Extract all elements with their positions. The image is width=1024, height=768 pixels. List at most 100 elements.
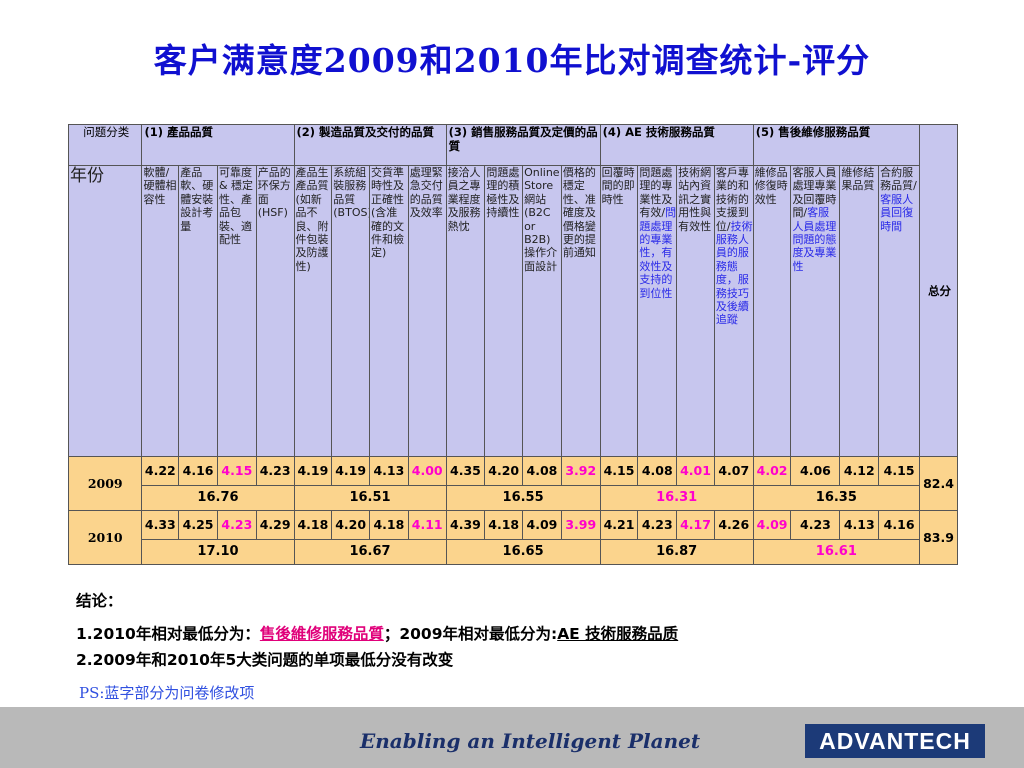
item-header-cell: 产品的环保方面(HSF) <box>255 165 295 457</box>
conclusion-heading: 结论： <box>76 592 123 610</box>
item-header-text: 客戶專業的和技術的支援到位/ <box>715 166 749 233</box>
score-cell: 4.23 <box>637 510 678 540</box>
item-header-cell: 問題處理的專業性及有效/問題處理的專業性，有效性及支持的到位性 <box>637 165 678 457</box>
item-header-cell: 問題處理的積極性及持續性 <box>484 165 524 457</box>
score-cell: 4.08 <box>522 456 562 486</box>
item-header-text: 產品軟、硬體安裝設計考量 <box>180 166 214 233</box>
year-column-header: 年份 <box>67 165 143 457</box>
category-after-sales-repair: (5) 售後維修服務品質 <box>752 124 921 166</box>
score-cell: 4.09 <box>522 510 562 540</box>
score-cell: 4.22 <box>141 456 180 486</box>
category-subtotal-cell: 16.67 <box>293 539 447 565</box>
item-header-cell: 合約服務品質/客服人員回復時間 <box>878 165 921 457</box>
item-header-text: 價格的穩定性、准確度及價格變更的提前通知 <box>562 166 596 260</box>
score-cell: 4.13 <box>839 510 880 540</box>
item-header-cell: 可靠度 & 穩定性、產品包裝、適配性 <box>216 165 257 457</box>
score-cell: 4.08 <box>637 456 678 486</box>
item-header-text: 产品的环保方面(HSF) <box>257 166 291 220</box>
satisfaction-score-table: 问题分类 (1) 產品品質 (2) 製造品質及交付的品質 (3) 銷售服務品質及… <box>67 124 958 565</box>
score-cell: 4.23 <box>255 456 295 486</box>
total-score-header: 总分 <box>919 124 958 457</box>
category-subtotal-cell: 16.61 <box>752 539 921 565</box>
year-2010-label: 2010 <box>67 510 143 565</box>
item-header-text: 軟體/硬體相容性 <box>143 166 177 206</box>
item-header-revised-text: 客服人員處理問題的態度及專業性 <box>792 206 837 273</box>
score-cell: 4.06 <box>790 456 841 486</box>
item-header-revised-text: 問題處理的專業性，有效性及支持的到位性 <box>639 206 677 300</box>
item-header-text: 問題處理的專業性及有效/ <box>639 166 673 220</box>
year-2009-subtotal-row: 16.76 16.51 16.55 16.31 16.35 <box>69 485 958 511</box>
score-cell: 4.19 <box>293 456 333 486</box>
category-manufacturing-delivery: (2) 製造品質及交付的品質 <box>293 124 447 166</box>
conclusion-line-1-middle: ；2009年相对最低分为: <box>383 625 558 643</box>
slide-title: 客户满意度2009和2010年比对调查统计-评分 <box>153 41 871 80</box>
score-cell: 4.18 <box>369 510 409 540</box>
score-cell: 4.35 <box>445 456 486 486</box>
item-header-cell: 產品軟、硬體安裝設計考量 <box>178 165 218 457</box>
score-cell: 4.01 <box>676 456 715 486</box>
lowest-2009-category: AE 技術服務品质 <box>557 625 679 643</box>
item-header-cell: 系統組裝服務品質(BTOS)/(CTOS) <box>331 165 371 457</box>
category-sales-pricing: (3) 銷售服務品質及定價的品質 <box>445 124 601 166</box>
score-cell: 4.20 <box>331 510 371 540</box>
score-cell: 4.23 <box>790 510 841 540</box>
item-header-cell: 產品生產品質(如新品不良、附件包裝及防護性) <box>293 165 333 457</box>
item-header-cell: 維修結果品質 <box>839 165 880 457</box>
item-header-text: 問題處理的積極性及持續性 <box>486 166 520 220</box>
score-cell: 4.07 <box>713 456 754 486</box>
footer-bar: Enabling an Intelligent Planet ADVANTECH <box>0 707 1024 768</box>
item-header-cell: 交貨準時性及正確性(含准確的文件和檢定) <box>369 165 409 457</box>
score-cell: 4.09 <box>752 510 792 540</box>
year-2009-label: 2009 <box>67 456 143 511</box>
item-header-cell: 價格的穩定性、准確度及價格變更的提前通知 <box>560 165 601 457</box>
item-header-text: 客服人員處理專業及回覆時間/ <box>792 166 837 220</box>
item-header-text: 處理緊急交付的品質及效率 <box>409 166 443 220</box>
footer-slogan: Enabling an Intelligent Planet <box>360 729 701 753</box>
item-header-revised-text: 技術服務人員的服務態度，服務技巧及後續追蹤 <box>715 219 753 327</box>
item-header-cell: 處理緊急交付的品質及效率 <box>407 165 447 457</box>
category-subtotal-cell: 16.76 <box>141 485 295 511</box>
category-subtotal-cell: 16.65 <box>445 539 601 565</box>
item-header-cell: 技術網站內資訊之實用性與有效性 <box>676 165 715 457</box>
score-cell: 4.11 <box>407 510 447 540</box>
score-cell: 4.17 <box>676 510 715 540</box>
score-cell: 4.15 <box>599 456 639 486</box>
total-score-cell: 82.4 <box>919 456 958 511</box>
item-header-cell: 客戶專業的和技術的支援到位/技術服務人員的服務態度，服務技巧及後續追蹤 <box>713 165 754 457</box>
category-corner-label: 问题分类 <box>67 124 143 166</box>
item-header-cell: 接洽人員之專業程度及服務熱忱 <box>445 165 486 457</box>
score-cell: 3.99 <box>560 510 601 540</box>
advantech-logo: ADVANTECH <box>805 724 985 758</box>
item-header-text: 技術網站內資訊之實用性與有效性 <box>678 166 712 233</box>
category-subtotal-cell: 16.51 <box>293 485 447 511</box>
year-2010-score-row: 2010 4.33 4.25 4.23 4.29 4.18 4.20 4.18 4.11 4.3… <box>67 510 958 565</box>
item-header-revised-text: 客服人員回復時間 <box>880 192 914 233</box>
score-cell: 4.15 <box>878 456 921 486</box>
category-subtotal-cell: 16.55 <box>445 485 601 511</box>
score-cell: 4.16 <box>878 510 921 540</box>
category-header-row: 问题分类 (1) 產品品質 (2) 製造品質及交付的品質 (3) 銷售服務品質及… <box>67 124 958 457</box>
score-cell: 4.02 <box>752 456 792 486</box>
item-header-cell: 維修品修復時效性 <box>752 165 792 457</box>
year-2010-subtotal-row: 17.10 16.67 16.65 16.87 16.61 <box>69 539 958 565</box>
category-subtotal-cell: 16.87 <box>599 539 754 565</box>
score-cell: 4.25 <box>178 510 218 540</box>
score-cell: 4.13 <box>369 456 409 486</box>
score-cell: 4.12 <box>839 456 880 486</box>
category-ae-tech-service: (4) AE 技術服務品質 <box>599 124 754 166</box>
item-header-text: 合約服務品質/ <box>880 166 917 193</box>
item-header-cell: 軟體/硬體相容性 <box>141 165 180 457</box>
category-subtotal-cell: 17.10 <box>141 539 295 565</box>
score-cell: 4.20 <box>484 456 524 486</box>
category-subtotal-cell: 16.31 <box>599 485 754 511</box>
score-cell: 4.19 <box>331 456 371 486</box>
category-product-quality: (1) 產品品質 <box>141 124 295 166</box>
item-header-cell: 客服人員處理專業及回覆時間/客服人員處理問題的態度及專業性 <box>790 165 841 457</box>
item-header-text: 回覆時間的即時性 <box>601 166 635 206</box>
score-cell: 4.26 <box>713 510 754 540</box>
score-cell: 4.18 <box>293 510 333 540</box>
conclusion-line-1-prefix: 1.2010年相对最低分为： <box>76 625 260 643</box>
conclusion-line-2: 2.2009年和2010年5大类问题的单项最低分没有改变 <box>76 651 454 669</box>
score-cell: 4.29 <box>255 510 295 540</box>
score-cell: 4.18 <box>484 510 524 540</box>
